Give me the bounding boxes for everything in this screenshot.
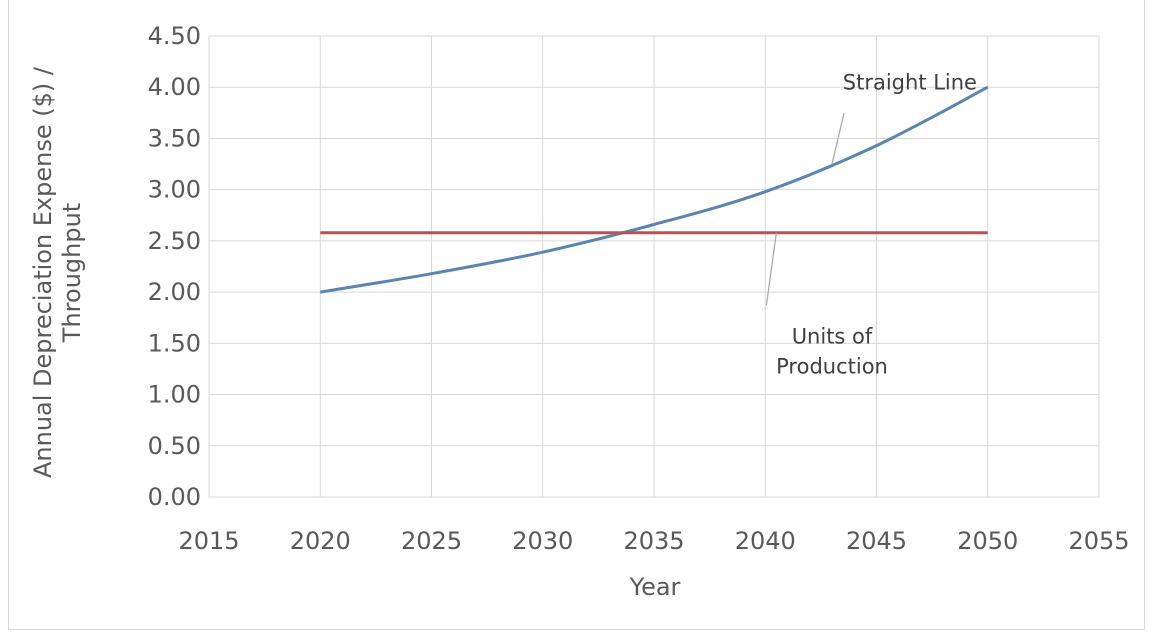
annotation-leader-line	[765, 232, 777, 306]
series-lines	[320, 85, 989, 294]
annotation-label-line: Production	[776, 354, 888, 378]
y-tick-label: 0.00	[148, 483, 201, 511]
x-tick-label: 2055	[1068, 527, 1129, 555]
annotation-leader-line	[831, 113, 845, 165]
annotation-label: Units of Production	[776, 324, 888, 378]
chart-frame: 0.00 0.50 1.00 1.50 2.00 2.50 3.00 3.50 4.00 4.50…	[8, 0, 1145, 630]
y-tick-label: 1.50	[148, 329, 201, 357]
gridlines	[208, 35, 1100, 498]
y-tick-label: 0.50	[148, 432, 201, 460]
line-chart: 0.00 0.50 1.00 1.50 2.00 2.50 3.00 3.50 4.00 4.50…	[29, 22, 1130, 601]
x-tick-label: 2020	[290, 527, 351, 555]
x-tick-label: 2015	[178, 527, 239, 555]
y-tick-label: 4.00	[148, 73, 201, 101]
y-tick-label: 3.00	[148, 176, 201, 204]
annotation-label: Straight Line	[843, 70, 977, 94]
x-tick-label: 2050	[957, 527, 1018, 555]
x-tick-label: 2035	[623, 527, 684, 555]
y-axis-title-line: Annual Depreciation Expense ($) /	[29, 66, 57, 478]
annotation-label-line: Straight Line	[843, 70, 977, 94]
y-tick-label: 3.50	[148, 124, 201, 152]
y-tick-label: 1.00	[148, 381, 201, 409]
y-tick-label: 2.50	[148, 227, 201, 255]
x-tick-label: 2045	[846, 527, 907, 555]
y-axis-title: Annual Depreciation Expense ($) /Through…	[29, 66, 86, 478]
annotations: Straight Line Units of Production	[765, 70, 977, 378]
x-tick-label: 2040	[735, 527, 796, 555]
y-tick-label: 2.00	[148, 278, 201, 306]
x-tick-label: 2030	[512, 527, 573, 555]
y-axis-title-line: Throughput	[58, 203, 86, 343]
x-tick-label: 2025	[401, 527, 462, 555]
annotation-label-line: Units of	[792, 324, 873, 348]
series-line-straight-line	[320, 85, 989, 294]
y-tick-label: 4.50	[148, 22, 201, 50]
axes: 0.00 0.50 1.00 1.50 2.00 2.50 3.00 3.50 4.00 4.50…	[148, 22, 1130, 555]
x-axis-title: Year	[629, 573, 681, 601]
